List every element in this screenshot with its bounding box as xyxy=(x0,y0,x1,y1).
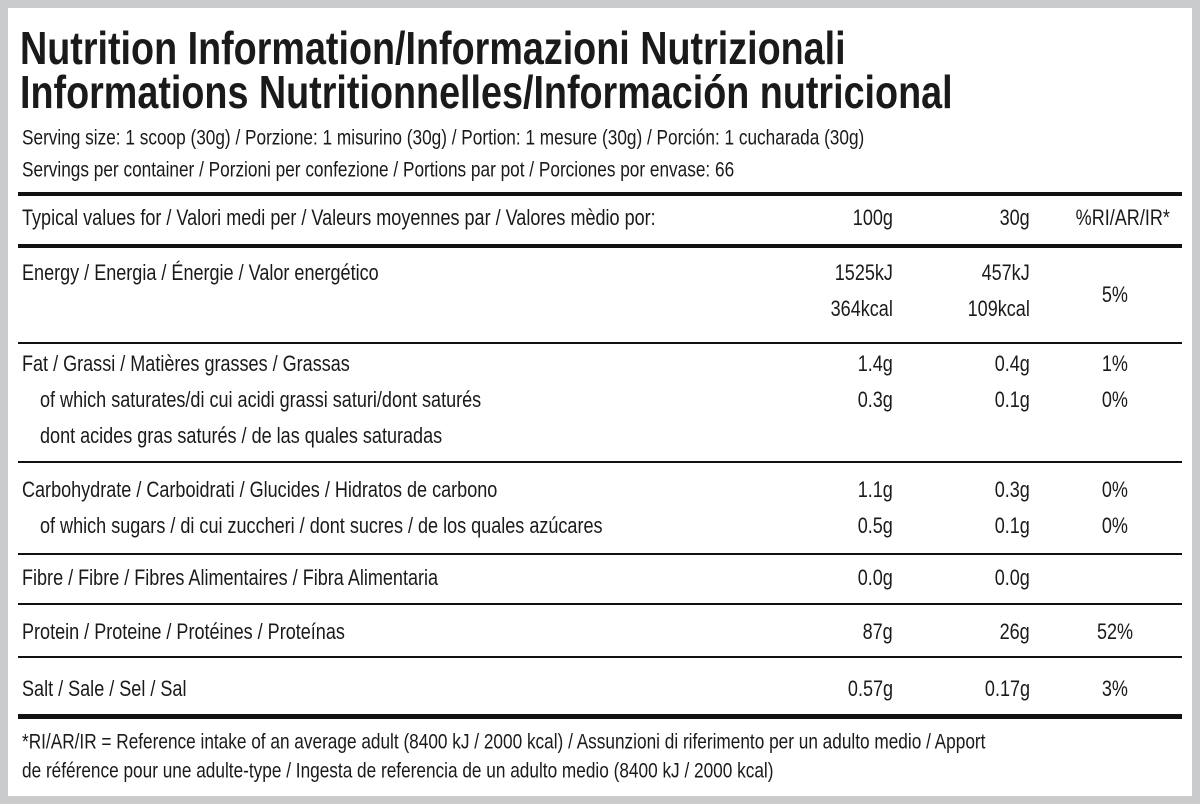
ri-value: 1% xyxy=(1101,351,1129,376)
value: 109kcal xyxy=(967,296,1030,321)
footnote: *RI/AR/IR = Reference intake of an avera… xyxy=(22,730,986,754)
ri-value: 52% xyxy=(1096,619,1134,644)
rule xyxy=(18,713,1182,719)
value: 0.3g xyxy=(857,387,893,412)
rule xyxy=(18,342,1182,344)
column-header: 30g xyxy=(999,205,1030,230)
value: 1.1g xyxy=(857,477,893,502)
row-label: Fat / Grassi / Matières grasses / Grassa… xyxy=(22,351,350,376)
rule xyxy=(18,461,1182,463)
value: 0.4g xyxy=(994,351,1030,376)
value: 26g xyxy=(999,619,1030,644)
row-label: Carbohydrate / Carboidrati / Glucides / … xyxy=(22,477,498,502)
ri-value: 0% xyxy=(1101,387,1129,412)
row-label: Fibre / Fibre / Fibres Alimentaires / Fi… xyxy=(22,565,439,590)
servings-per-container: Servings per container / Porzioni per co… xyxy=(22,158,735,182)
value: 364kcal xyxy=(830,296,893,321)
row-label: of which saturates/di cui acidi grassi s… xyxy=(40,387,482,412)
value: 0.3g xyxy=(994,477,1030,502)
rule xyxy=(18,192,1182,196)
value: 1.4g xyxy=(857,351,893,376)
title: Nutrition Information/Informazioni Nutri… xyxy=(20,22,846,74)
row-label: Energy / Energia / Énergie / Valor energ… xyxy=(22,260,379,285)
value: 457kJ xyxy=(981,260,1030,285)
footnote: de référence pour une adulte-type / Inge… xyxy=(22,759,774,783)
serving-size: Serving size: 1 scoop (30g) / Porzione: … xyxy=(22,126,865,150)
row-label: Salt / Sale / Sel / Sal xyxy=(22,676,187,701)
value: 0.57g xyxy=(847,676,893,701)
rule xyxy=(18,603,1182,605)
row-label: Protein / Proteine / Protéines / Proteín… xyxy=(22,619,345,644)
column-header: 100g xyxy=(852,205,893,230)
rule xyxy=(18,553,1182,555)
value: 87g xyxy=(862,619,893,644)
rule xyxy=(18,244,1182,248)
title: Informations Nutritionnelles/Información… xyxy=(20,66,953,118)
ri-value: 3% xyxy=(1101,676,1129,701)
value: 1525kJ xyxy=(834,260,893,285)
ri-value: 5% xyxy=(1101,282,1129,307)
value: 0.0g xyxy=(857,565,893,590)
row-label: of which sugars / di cui zuccheri / dont… xyxy=(40,513,603,538)
ri-value: 0% xyxy=(1101,513,1129,538)
value: 0.17g xyxy=(984,676,1030,701)
column-header: Typical values for / Valori medi per / V… xyxy=(22,205,656,230)
ri-value: 0% xyxy=(1101,477,1129,502)
rule xyxy=(18,656,1182,658)
value: 0.1g xyxy=(994,387,1030,412)
column-header: %RI/AR/IR* xyxy=(1075,205,1170,230)
row-label: dont acides gras saturés / de las quales… xyxy=(40,423,443,448)
value: 0.5g xyxy=(857,513,893,538)
value: 0.1g xyxy=(994,513,1030,538)
value: 0.0g xyxy=(994,565,1030,590)
